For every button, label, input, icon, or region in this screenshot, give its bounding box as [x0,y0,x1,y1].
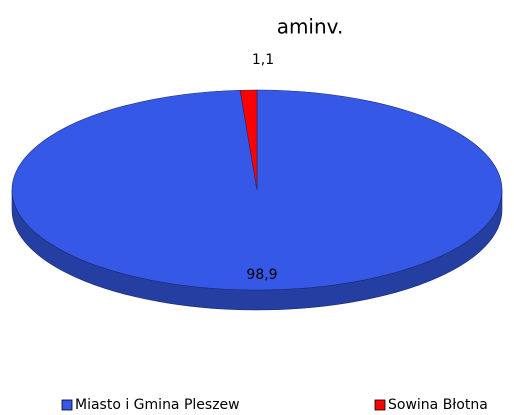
legend-swatch [374,399,386,411]
legend-label: Miasto i Gmina Pleszew [75,397,240,413]
slice [239,89,258,191]
data-label: 1,1 [252,52,274,68]
chart-title: aminv. [277,15,344,39]
legend-swatch [61,399,73,411]
data-label: 98,9 [246,267,277,283]
legend-label: Sowina Błotna [388,397,488,413]
